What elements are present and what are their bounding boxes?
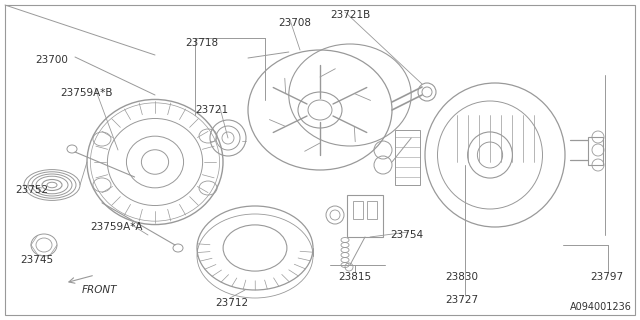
Text: A094001236: A094001236 [570,302,632,312]
Text: 23700: 23700 [35,55,68,65]
Text: 23797: 23797 [590,272,623,282]
Text: 23759A*A: 23759A*A [90,222,143,232]
Bar [395,130,420,185]
Text: 23708: 23708 [278,18,311,28]
Bar [353,201,363,219]
Text: 23745: 23745 [20,255,53,265]
Text: 23718: 23718 [185,38,218,48]
Text: 23752: 23752 [15,185,48,195]
Text: 23830: 23830 [445,272,478,282]
Text: 23759A*B: 23759A*B [60,88,113,98]
Text: 23712: 23712 [215,298,248,308]
Text: 23721: 23721 [195,105,228,115]
Text: 23754: 23754 [390,230,423,240]
Text: 23727: 23727 [445,295,478,305]
Bar [588,137,603,165]
Text: 23721B: 23721B [330,10,371,20]
Bar [347,195,383,237]
Text: FRONT: FRONT [82,285,118,295]
Text: 23815: 23815 [338,272,371,282]
Bar [367,201,377,219]
